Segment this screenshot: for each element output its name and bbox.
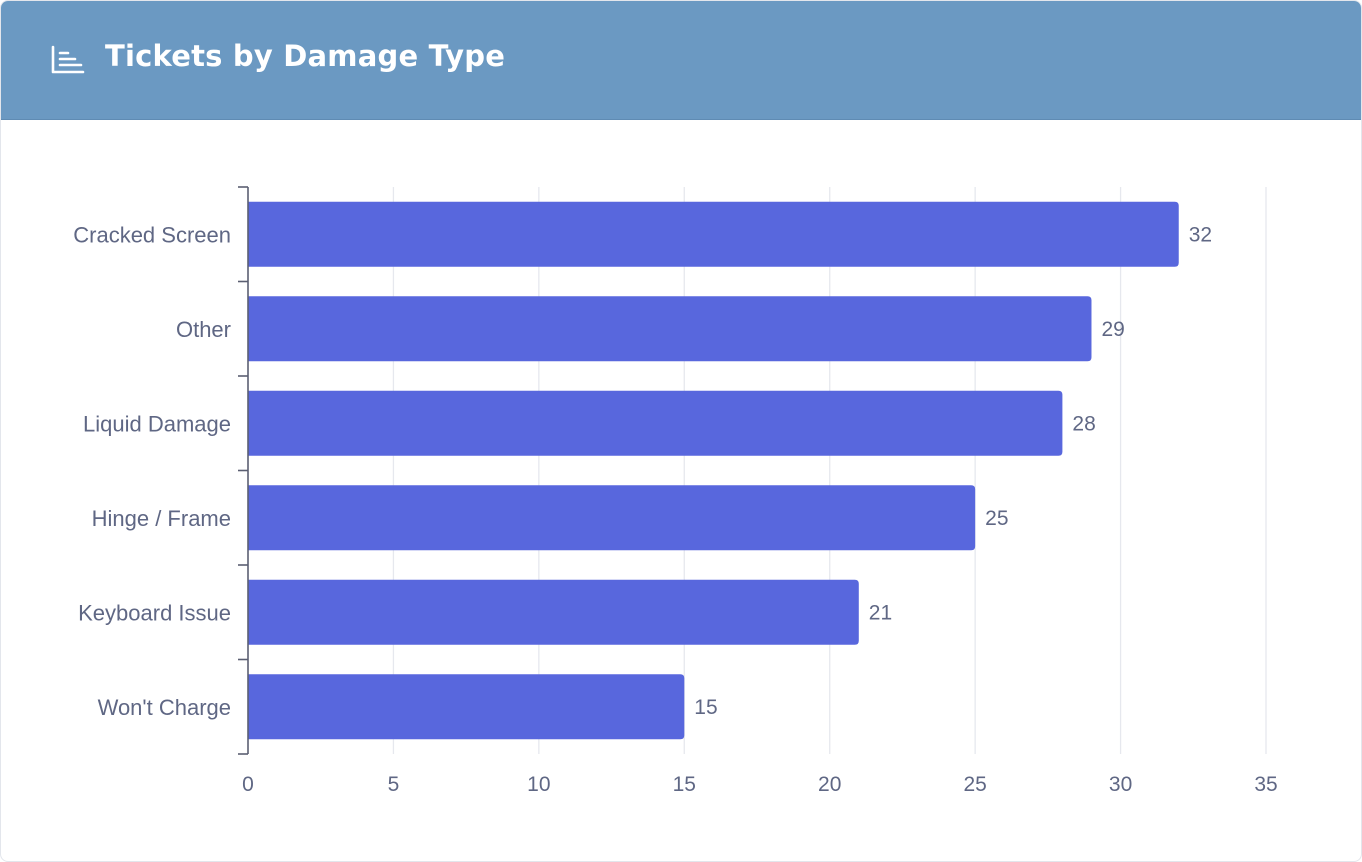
x-tick-label: 0 [242,773,254,796]
data-label: 21 [869,601,892,624]
category-label: Won't Charge [98,695,231,720]
bar [248,201,1179,267]
chart-area: 32 Cracked Screen 29 Other 28 Liquid Damage 25… [1,120,1361,860]
x-tick-label: 5 [388,773,400,796]
x-tick-label: 30 [1109,773,1132,796]
x-tick-label: 10 [527,773,550,796]
bar-chart: 32 Cracked Screen 29 Other 28 Liquid Damage 25… [73,186,1278,796]
data-label: 25 [985,507,1008,530]
bar [248,579,859,645]
bar [248,674,685,740]
category-label: Hinge / Frame [92,506,231,531]
data-label: 32 [1189,223,1212,246]
category-label: Cracked Screen [73,222,231,247]
chart-title: Tickets by Damage Type [105,39,506,73]
data-label: 28 [1072,412,1095,435]
category-label: Keyboard Issue [78,600,231,625]
x-tick-label: 25 [963,773,986,796]
data-label: 29 [1101,318,1124,341]
data-label: 15 [694,696,717,719]
card-header: Tickets by Damage Type [1,1,1361,120]
category-label: Liquid Damage [83,411,231,436]
category-label: Other [176,317,231,342]
x-tick-label: 20 [818,773,841,796]
x-tick-label: 35 [1254,773,1277,796]
bar [248,390,1063,456]
x-tick-label: 15 [673,773,696,796]
bar-chart-icon [51,45,85,74]
bar [248,296,1092,362]
bar [248,485,976,551]
